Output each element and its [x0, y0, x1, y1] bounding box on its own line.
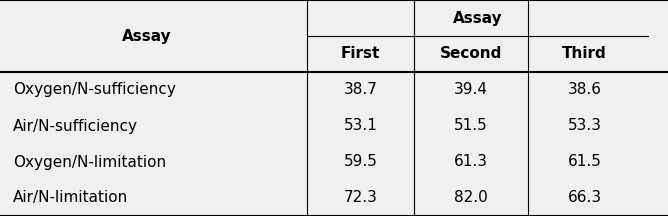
Text: Assay: Assay: [453, 11, 502, 25]
Text: Air/N-limitation: Air/N-limitation: [13, 191, 129, 205]
Text: 38.7: 38.7: [344, 83, 377, 97]
Text: Air/N-sufficiency: Air/N-sufficiency: [13, 119, 138, 133]
Text: 59.5: 59.5: [344, 154, 377, 170]
Text: Third: Third: [562, 46, 607, 62]
Text: 72.3: 72.3: [344, 191, 377, 205]
Text: 38.6: 38.6: [568, 83, 601, 97]
Text: Assay: Assay: [122, 29, 172, 43]
Text: Oxygen/N-limitation: Oxygen/N-limitation: [13, 154, 166, 170]
Text: 53.3: 53.3: [568, 119, 601, 133]
Text: 39.4: 39.4: [454, 83, 488, 97]
Text: First: First: [341, 46, 380, 62]
Text: 82.0: 82.0: [454, 191, 488, 205]
Text: 53.1: 53.1: [344, 119, 377, 133]
Text: Oxygen/N-sufficiency: Oxygen/N-sufficiency: [13, 83, 176, 97]
Text: 66.3: 66.3: [567, 191, 602, 205]
Text: 51.5: 51.5: [454, 119, 488, 133]
Text: Second: Second: [440, 46, 502, 62]
Text: 61.3: 61.3: [454, 154, 488, 170]
Text: 61.5: 61.5: [568, 154, 601, 170]
